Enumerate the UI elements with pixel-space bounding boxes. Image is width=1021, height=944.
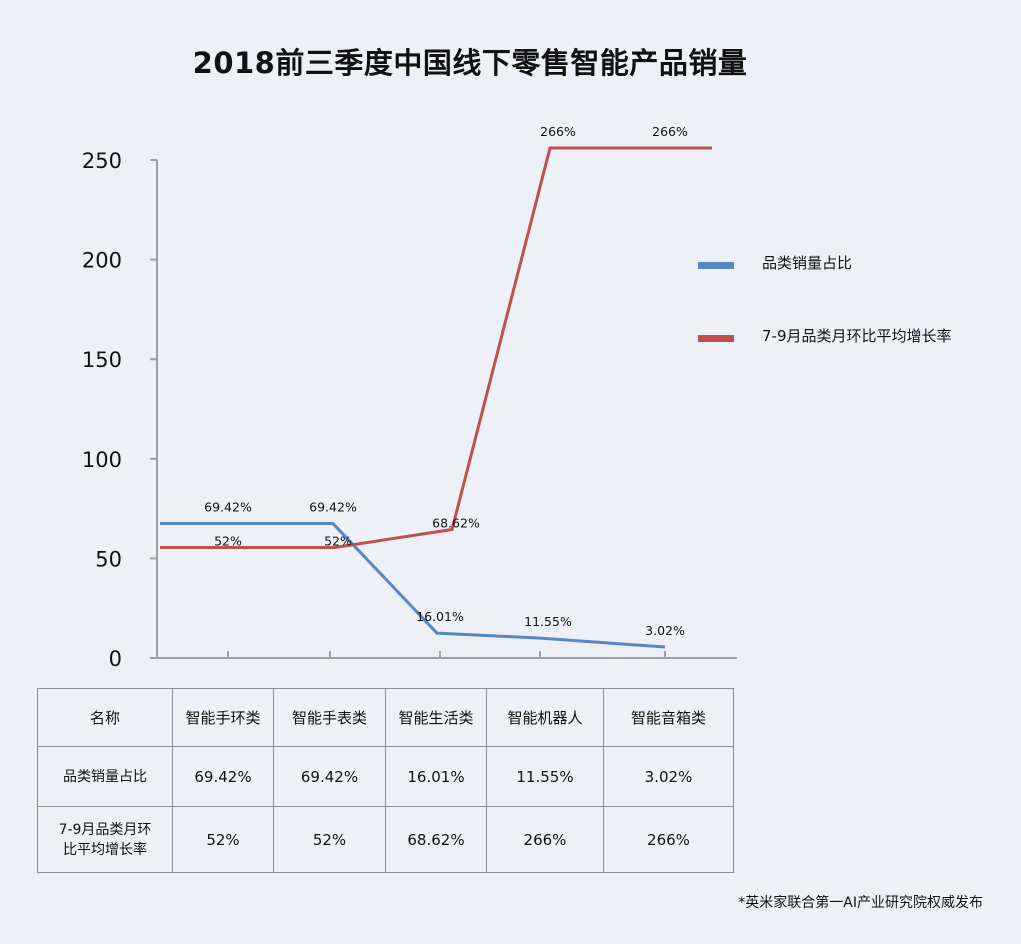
table-cell: 266%	[486, 806, 604, 873]
data-label-growth: 68.62%	[432, 516, 480, 531]
data-label-share: 69.42%	[309, 500, 357, 515]
y-tick-label: 50	[95, 547, 122, 571]
table-cell: 52%	[172, 806, 274, 873]
chart-title: 2018前三季度中国线下零售智能产品销量	[192, 46, 748, 80]
table-cell: 16.01%	[385, 746, 487, 807]
data-table: 名称 智能手环类 智能手表类 智能生活类 智能机器人 智能音箱类 品类销量占比 …	[37, 688, 734, 873]
data-label-share: 69.42%	[204, 500, 252, 515]
source-note: *英米家联合第一AI产业研究院权威发布	[738, 895, 983, 911]
y-tick-label: 100	[82, 448, 122, 472]
chart-axes: 0 50 100 150 200 250	[82, 149, 737, 671]
table-cell: 68.62%	[385, 806, 487, 873]
table-header-cell: 智能生活类	[385, 688, 487, 747]
table-row: 品类销量占比 69.42% 69.42% 16.01% 11.55% 3.02%	[37, 746, 734, 807]
legend-swatch-growth	[698, 335, 734, 342]
data-label-growth: 266%	[652, 124, 688, 139]
table-cell: 266%	[603, 806, 734, 873]
data-label-growth: 52%	[324, 533, 352, 548]
line-chart: 0 50 100 150 200 250 69.42% 69.42% 16.01% 11.55%…	[82, 124, 737, 671]
series-line-growth	[160, 146, 712, 549]
point-labels: 69.42% 69.42% 16.01% 11.55% 3.02% 52% 52% 68.62…	[204, 124, 688, 638]
table-cell: 69.42%	[273, 746, 386, 807]
table-cell: 11.55%	[486, 746, 604, 807]
table-header-row: 名称 智能手环类 智能手表类 智能生活类 智能机器人 智能音箱类	[37, 688, 734, 747]
table-header-cell: 智能手表类	[273, 688, 386, 747]
data-label-growth: 52%	[214, 533, 242, 548]
row-header-line: 7-9月品类月环	[58, 821, 152, 838]
data-label-share: 11.55%	[524, 614, 572, 629]
y-tick-label: 0	[109, 647, 122, 671]
y-tick-label: 250	[82, 149, 122, 173]
table-cell: 52%	[273, 806, 386, 873]
table-row-header: 7-9月品类月环 比平均增长率	[37, 806, 173, 873]
legend-label-share: 品类销量占比	[762, 254, 853, 272]
data-label-share: 3.02%	[645, 623, 685, 638]
table-header-cell: 智能机器人	[486, 688, 604, 747]
table-row-header: 品类销量占比	[37, 746, 173, 807]
legend-label-growth: 7-9月品类月环比平均增长率	[762, 327, 952, 345]
table-header-cell: 名称	[37, 688, 173, 747]
row-header-line: 比平均增长率	[63, 841, 147, 858]
y-tick-label: 150	[82, 348, 122, 372]
series-line-share	[160, 522, 666, 649]
table-cell: 3.02%	[603, 746, 734, 807]
series-lines	[160, 146, 712, 649]
table-header-cell: 智能手环类	[172, 688, 274, 747]
legend-swatch-share	[698, 262, 734, 269]
table-header-cell: 智能音箱类	[603, 688, 734, 747]
table-row: 7-9月品类月环 比平均增长率 52% 52% 68.62% 266% 266%	[37, 806, 734, 873]
data-label-share: 16.01%	[416, 609, 464, 624]
table-cell: 69.42%	[172, 746, 274, 807]
y-tick-label: 200	[82, 249, 122, 273]
data-label-growth: 266%	[540, 124, 576, 139]
